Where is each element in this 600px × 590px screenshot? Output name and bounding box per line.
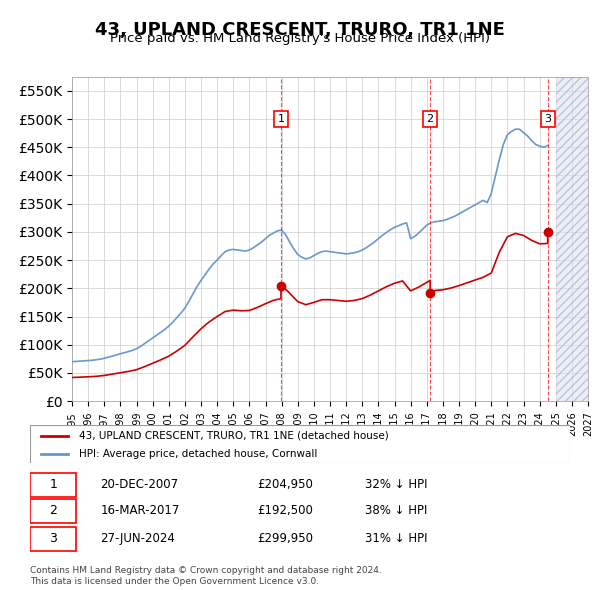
FancyBboxPatch shape	[30, 499, 76, 523]
FancyBboxPatch shape	[30, 473, 76, 497]
Text: 32% ↓ HPI: 32% ↓ HPI	[365, 478, 427, 491]
Text: 1: 1	[49, 478, 57, 491]
Text: 43, UPLAND CRESCENT, TRURO, TR1 1NE (detached house): 43, UPLAND CRESCENT, TRURO, TR1 1NE (det…	[79, 431, 388, 441]
Text: 2: 2	[49, 504, 57, 517]
Bar	[556, 77, 588, 401]
Text: 3: 3	[544, 114, 551, 124]
Bar	[556, 77, 588, 401]
FancyBboxPatch shape	[30, 425, 570, 463]
Text: 2: 2	[427, 114, 434, 124]
FancyBboxPatch shape	[30, 527, 76, 551]
Text: 27-JUN-2024: 27-JUN-2024	[100, 532, 175, 545]
Text: 43, UPLAND CRESCENT, TRURO, TR1 1NE: 43, UPLAND CRESCENT, TRURO, TR1 1NE	[95, 21, 505, 39]
Text: 3: 3	[49, 532, 57, 545]
Text: Contains HM Land Registry data © Crown copyright and database right 2024.
This d: Contains HM Land Registry data © Crown c…	[30, 566, 382, 586]
Text: 38% ↓ HPI: 38% ↓ HPI	[365, 504, 427, 517]
Text: 20-DEC-2007: 20-DEC-2007	[100, 478, 178, 491]
Text: 31% ↓ HPI: 31% ↓ HPI	[365, 532, 427, 545]
Text: £204,950: £204,950	[257, 478, 313, 491]
Text: £299,950: £299,950	[257, 532, 313, 545]
Text: 1: 1	[277, 114, 284, 124]
Text: Price paid vs. HM Land Registry's House Price Index (HPI): Price paid vs. HM Land Registry's House …	[110, 32, 490, 45]
Text: 16-MAR-2017: 16-MAR-2017	[100, 504, 179, 517]
Text: £192,500: £192,500	[257, 504, 313, 517]
Text: HPI: Average price, detached house, Cornwall: HPI: Average price, detached house, Corn…	[79, 448, 317, 458]
